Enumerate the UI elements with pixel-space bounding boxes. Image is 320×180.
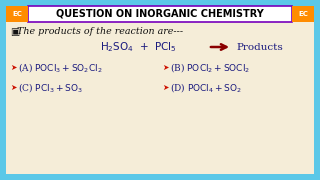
Text: (D) $\mathrm{POCl_4 + SO_2}$: (D) $\mathrm{POCl_4 + SO_2}$ <box>170 80 242 93</box>
Text: ▣: ▣ <box>10 27 19 37</box>
Text: $\mathrm{H_2SO_4}$  +  $\mathrm{PCl_5}$: $\mathrm{H_2SO_4}$ + $\mathrm{PCl_5}$ <box>100 40 177 54</box>
Text: The products of the reaction are---: The products of the reaction are--- <box>17 28 183 37</box>
FancyBboxPatch shape <box>28 6 292 22</box>
Text: (B) $\mathrm{POCl_2 + SOCl_2}$: (B) $\mathrm{POCl_2 + SOCl_2}$ <box>170 60 250 73</box>
Text: Products: Products <box>236 42 283 51</box>
Text: EC: EC <box>298 11 308 17</box>
Text: EC: EC <box>12 11 22 17</box>
Text: ➤: ➤ <box>10 62 16 71</box>
FancyBboxPatch shape <box>6 12 314 174</box>
Text: (A) $\mathrm{POCl_3 + SO_2Cl_2}$: (A) $\mathrm{POCl_3 + SO_2Cl_2}$ <box>18 60 102 73</box>
Text: ➤: ➤ <box>162 62 168 71</box>
Text: QUESTION ON INORGANIC CHEMISTRY: QUESTION ON INORGANIC CHEMISTRY <box>56 9 264 19</box>
Text: ➤: ➤ <box>10 82 16 91</box>
Text: ➤: ➤ <box>162 82 168 91</box>
FancyBboxPatch shape <box>6 6 28 22</box>
Text: (C) $\mathrm{PCl_3 + SO_3}$: (C) $\mathrm{PCl_3 + SO_3}$ <box>18 80 83 93</box>
FancyBboxPatch shape <box>292 6 314 22</box>
